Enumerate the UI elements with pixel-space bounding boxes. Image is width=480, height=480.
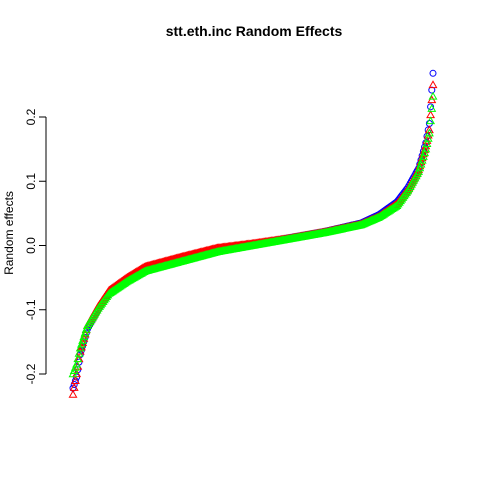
series-group (68, 80, 438, 398)
data-point (429, 69, 437, 77)
y-tick-label: -0.2 (24, 363, 38, 384)
data-point (391, 201, 401, 210)
data-point (421, 144, 431, 153)
chart-title: stt.eth.inc Random Effects (166, 23, 343, 39)
data-point (76, 339, 86, 348)
data-point (70, 376, 80, 385)
data-point (73, 354, 83, 363)
data-point (417, 155, 427, 164)
data-point (427, 103, 435, 111)
data-point (68, 389, 78, 398)
data-point (428, 80, 438, 89)
data-point (420, 145, 430, 154)
data-point (418, 149, 428, 158)
y-tick-label: 0.0 (24, 237, 38, 254)
data-point (424, 125, 434, 134)
data-point (424, 128, 434, 137)
data-point (72, 359, 82, 368)
data-points (68, 69, 438, 398)
data-point (422, 139, 432, 148)
data-point (427, 104, 437, 112)
data-point (75, 343, 85, 352)
data-point (79, 332, 89, 341)
y-axis-label: Random effects (2, 191, 16, 275)
data-point (426, 116, 436, 125)
data-point (388, 203, 398, 212)
data-point (428, 86, 436, 94)
y-axis: -0.2 -0.1 0.0 0.1 0.2 (24, 108, 47, 384)
data-point (418, 152, 428, 160)
data-point (74, 348, 84, 357)
data-point (80, 328, 90, 337)
series-group (69, 69, 437, 392)
data-point (415, 163, 425, 172)
data-point (420, 148, 430, 157)
data-point (81, 324, 91, 333)
series-group (68, 91, 438, 378)
data-point (423, 133, 433, 142)
data-point (414, 167, 424, 175)
data-point (78, 336, 88, 344)
y-tick-label: -0.1 (24, 299, 38, 320)
data-point (416, 159, 426, 168)
data-point (69, 383, 79, 391)
y-tick-label: 0.1 (24, 173, 38, 190)
data-point (428, 91, 438, 100)
data-point (70, 380, 78, 388)
y-tick-label: 0.2 (24, 108, 38, 125)
